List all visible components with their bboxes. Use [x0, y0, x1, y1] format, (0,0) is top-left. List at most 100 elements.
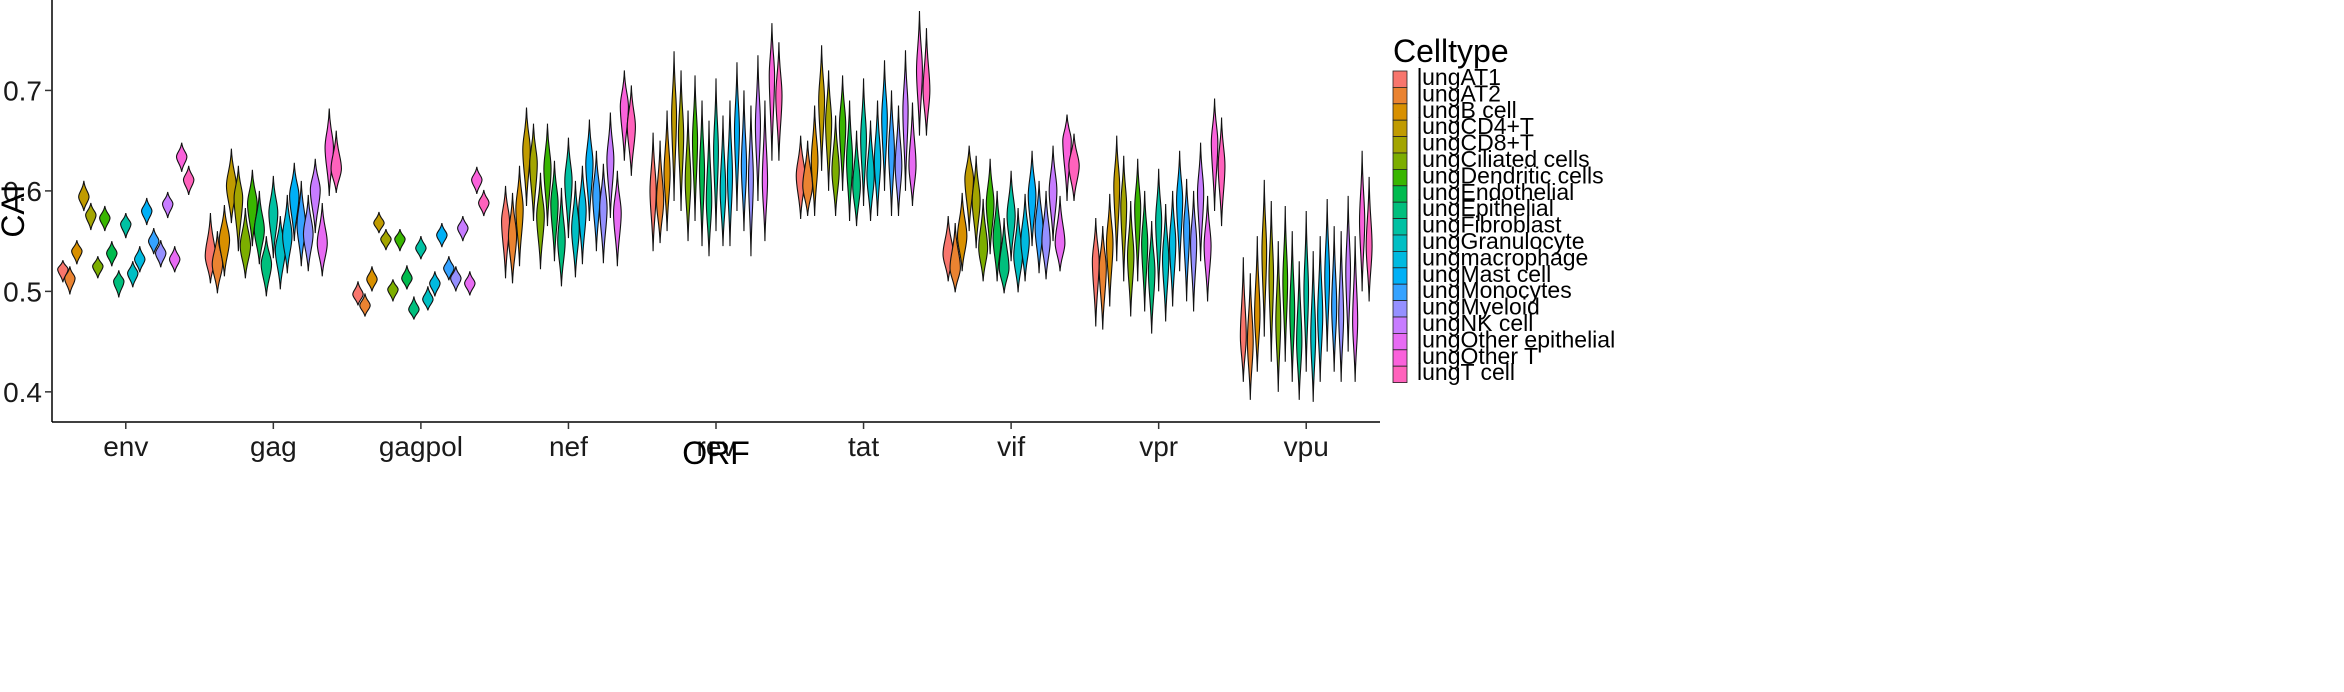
violin-gagpol-lungother-t	[471, 166, 483, 195]
legend-swatch	[1392, 119, 1408, 137]
violin-nef-lungendothelial	[550, 160, 559, 262]
violin-rev-lungother-epithelial	[761, 100, 769, 242]
violin-gagpol-lunggranulocyte	[422, 286, 434, 311]
violin-vpr-lungmonocytes	[1183, 178, 1191, 302]
violin-vif-lungmyeloid	[1041, 190, 1051, 280]
legend-label: lungOther epithelial	[1417, 326, 1615, 352]
violin-vpr-lungmast-cell	[1176, 150, 1184, 272]
legend-label: lungMast cell	[1417, 261, 1551, 287]
x-tick-label-rev: rev	[697, 431, 736, 462]
violin-rev-lungb-cell	[663, 110, 671, 232]
legend-label: lungEndothelial	[1417, 179, 1574, 205]
violin-nef-lungciliated-cells	[536, 172, 545, 270]
violin-gag-lungmonocytes	[296, 180, 307, 267]
violin-env-lungb-cell	[71, 240, 83, 265]
legend-swatch	[1392, 218, 1408, 236]
violin-vpr-lungdendritic-cells	[1134, 158, 1142, 282]
violin-vpu-lungciliated-cells	[1275, 241, 1282, 392]
violin-rev-lungciliated-cells	[684, 110, 692, 242]
legend-swatch	[1392, 201, 1408, 219]
violin-nef-lungcd4-t	[522, 107, 531, 206]
violin-vif-lungt-cell	[1068, 133, 1080, 201]
violin-gagpol-lungcd4-t	[373, 211, 385, 234]
violin-vif-lungfibroblast	[1006, 170, 1016, 262]
y-tick-label: 0.4	[3, 377, 42, 408]
violin-rev-lungmacrophage	[726, 100, 734, 247]
violin-vpr-lungfibroblast	[1155, 168, 1163, 292]
violin-vpr-lungother-epithelial	[1203, 195, 1212, 302]
legend-label: lungAT1	[1417, 64, 1501, 90]
violin-vif-lungmast-cell	[1027, 150, 1037, 247]
violin-nef-lungb-cell	[515, 165, 524, 267]
violin-vpu-lungmonocytes	[1331, 226, 1338, 372]
violin-vif-lungciliated-cells	[978, 198, 989, 282]
violin-env-lungmyeloid	[154, 240, 167, 268]
violin-vif-lungother-t	[1062, 114, 1072, 201]
violin-vpr-lungmyeloid	[1190, 190, 1198, 312]
violin-tat-lungmonocytes	[888, 90, 895, 217]
violin-tat-lungfibroblast	[860, 78, 867, 206]
violin-gag-lungother-epithelial	[316, 202, 328, 277]
violin-vpu-lungb-cell	[1254, 236, 1261, 372]
violin-rev-lungendothelial	[698, 100, 706, 247]
violin-gagpol-lungother-epithelial	[464, 271, 476, 296]
violin-vif-lungcd8-t	[971, 155, 981, 249]
violin-vpu-lungendothelial	[1289, 231, 1296, 382]
x-tick-label-gag: gag	[250, 431, 297, 462]
violin-rev-lungmyeloid	[747, 105, 754, 257]
violin-group-vpu	[1239, 150, 1373, 402]
violin-vpr-lungat1	[1091, 218, 1100, 327]
violin-gagpol-lungmast-cell	[436, 222, 448, 248]
legend-label: lungEpithelial	[1417, 195, 1554, 221]
violin-nef-lungt-cell	[626, 85, 636, 176]
violin-env-lungmast-cell	[140, 197, 153, 226]
legend-label: lungDendritic cells	[1417, 162, 1604, 188]
violin-rev-lungnk-cell	[754, 55, 762, 201]
legend-swatch	[1392, 87, 1408, 105]
legend-swatch	[1392, 70, 1408, 88]
violin-nef-lungcd8-t	[529, 123, 538, 222]
violin-tat-lungother-t	[915, 11, 923, 136]
violin-vpr-lungciliated-cells	[1126, 200, 1135, 317]
violin-tat-lungother-epithelial	[908, 102, 917, 206]
violin-gagpol-lungb-cell	[366, 266, 378, 292]
violin-vif-lungnk-cell	[1048, 145, 1058, 242]
violin-nef-lungother-epithelial	[612, 170, 622, 267]
legend-label: lungOther T	[1417, 343, 1538, 369]
violin-tat-lunggranulocyte	[866, 120, 875, 222]
violin-tat-lungat1	[795, 135, 806, 220]
violin-gagpol-lungt-cell	[478, 189, 490, 217]
violin-env-lungt-cell	[182, 165, 195, 196]
legend-label: lungMonocytes	[1417, 277, 1572, 303]
violin-env-lungcd4-t	[78, 180, 90, 212]
violin-rev-lungmonocytes	[740, 90, 748, 232]
violin-gagpol-lungciliated-cells	[387, 279, 399, 302]
violin-gag-lungt-cell	[330, 130, 342, 193]
legend-swatch	[1392, 136, 1408, 154]
y-axis-ticks: 0.4 0.5 0.6 0.7	[3, 75, 52, 408]
y-tick-label: 0.5	[3, 276, 42, 307]
violin-rev-lungcd4-t	[671, 51, 678, 201]
x-tick-label-tat: tat	[848, 431, 879, 462]
violin-tat-lungdendritic-cells	[838, 75, 847, 191]
violin-rev-lungdendritic-cells	[691, 75, 699, 222]
legend-swatch	[1392, 168, 1408, 187]
legend-swatch	[1392, 349, 1408, 367]
violin-group-vif	[942, 114, 1080, 294]
legend-swatch	[1392, 283, 1408, 302]
violin-nef-lungmonocytes	[592, 150, 601, 252]
violin-nef-lungat2	[507, 192, 518, 284]
violin-gagpol-lungmyeloid	[450, 266, 462, 292]
legend-swatch	[1392, 332, 1408, 351]
violin-vif-lungmonocytes	[1034, 180, 1044, 274]
violin-gag-lungdendritic-cells	[246, 169, 258, 247]
violin-env-lungother-t	[175, 142, 188, 172]
legend-label: lungT cell	[1417, 359, 1515, 385]
legend-swatch	[1392, 250, 1408, 269]
violin-gagpol-lungat1	[352, 281, 364, 306]
legend-label: lungAT2	[1417, 80, 1501, 106]
legend-label: lungB cell	[1417, 97, 1517, 123]
violin-gagpol-lungdendritic-cells	[394, 228, 406, 252]
violin-gag-lungciliated-cells	[239, 207, 252, 279]
violin-rev-lunggranulocyte	[719, 115, 727, 247]
